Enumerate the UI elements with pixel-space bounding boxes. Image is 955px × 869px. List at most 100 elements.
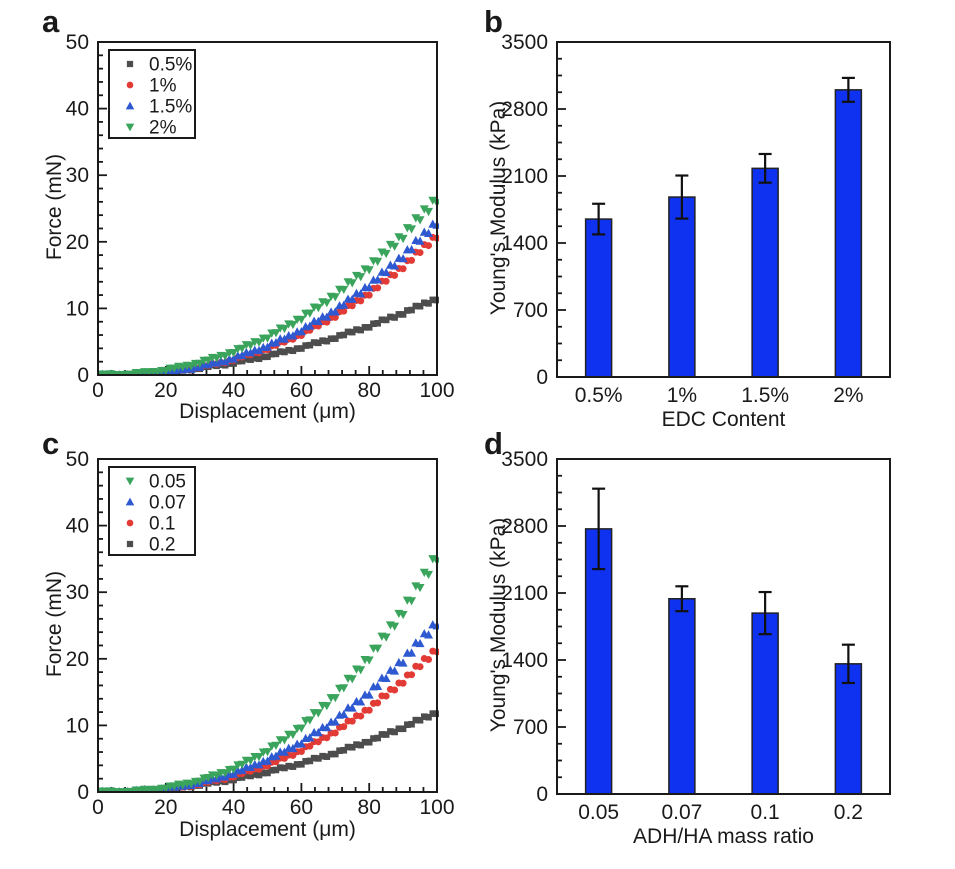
triangle-up-marker <box>407 648 417 657</box>
triangle-up-marker <box>246 762 256 772</box>
y-tick-label: 10 <box>66 297 89 320</box>
legend-label: 2% <box>149 118 177 139</box>
triangle-up-marker <box>305 733 315 742</box>
square-marker <box>391 314 398 321</box>
y-tick-label: 2100 <box>501 582 548 605</box>
square-marker <box>395 311 403 318</box>
bar-1.5% <box>751 167 779 378</box>
triangle-up-marker <box>390 666 400 675</box>
square-marker <box>251 771 259 778</box>
triangle-down-marker <box>339 684 349 693</box>
legend-label: 0.5% <box>149 55 192 76</box>
panel-d-yaxis-title: Young's Modulus (kPa) <box>487 517 510 733</box>
square-marker <box>285 762 292 770</box>
circle-marker <box>408 671 416 679</box>
circle-marker <box>374 699 382 707</box>
square-marker <box>429 296 437 304</box>
circle-marker <box>306 742 314 750</box>
circle-marker <box>348 717 356 725</box>
square-marker <box>357 741 365 749</box>
triangle-up-marker <box>246 348 256 357</box>
triangle-up-marker <box>305 321 315 330</box>
square-marker <box>404 307 411 314</box>
x-tick-label: 100 <box>419 379 454 402</box>
square-marker <box>234 357 242 365</box>
square-marker <box>357 326 365 334</box>
triangle-down-marker <box>305 309 315 318</box>
square-marker <box>259 353 267 361</box>
triangle-up-marker <box>424 228 434 237</box>
square-marker <box>319 337 326 344</box>
square-marker <box>285 346 292 354</box>
square-marker <box>382 316 390 324</box>
square-marker <box>276 348 284 355</box>
legend-box <box>108 466 196 556</box>
square-marker <box>323 753 331 760</box>
triangle-down-marker <box>288 320 298 330</box>
y-tick-label: 700 <box>513 716 548 739</box>
square-marker <box>255 355 263 363</box>
circle-marker <box>425 242 433 250</box>
circle-marker <box>382 692 390 700</box>
x-tick-label: 100 <box>419 796 454 819</box>
square-marker <box>247 356 254 363</box>
square-marker <box>416 302 424 310</box>
bar-2% <box>834 89 863 378</box>
square-marker <box>298 345 305 352</box>
square-marker <box>251 354 259 362</box>
panel-b-yaxis-title: Young's Modulus (kPa) <box>487 100 510 316</box>
square-marker <box>247 772 254 780</box>
error-bar <box>675 174 689 220</box>
triangle-down-marker <box>390 242 400 251</box>
x-tick-label: 40 <box>222 796 245 819</box>
panel-b-letter: b <box>484 4 503 39</box>
circle-marker <box>399 679 407 687</box>
triangle-up-marker <box>356 697 366 706</box>
triangle-up-marker <box>415 236 425 245</box>
triangle-up-marker <box>254 760 264 769</box>
category-label: 0.2 <box>834 801 863 824</box>
triangle-down-marker <box>381 249 391 259</box>
square-marker <box>374 734 381 742</box>
plot-frame <box>556 41 891 378</box>
triangle-down-marker <box>428 196 438 205</box>
square-marker <box>353 326 360 333</box>
category-label: 0.5% <box>575 384 623 407</box>
triangle-down-marker <box>246 341 256 350</box>
circle-marker <box>340 723 348 731</box>
circle-marker <box>357 297 365 305</box>
square-marker <box>238 774 246 781</box>
triangle-down-marker <box>373 257 383 266</box>
y-tick-label: 0 <box>536 366 548 389</box>
triangle-down-marker <box>415 583 425 593</box>
triangle-down-marker <box>195 777 205 786</box>
circle-marker <box>323 734 331 742</box>
square-marker <box>272 350 280 358</box>
y-tick-label: 30 <box>66 581 89 604</box>
triangle-up-marker <box>279 334 289 343</box>
panel-a-yaxis-title: Force (mN) <box>43 153 66 261</box>
triangle-down-marker <box>125 123 135 132</box>
square-marker <box>365 324 373 331</box>
square-marker <box>327 335 335 343</box>
error-bar <box>758 152 772 184</box>
triangle-down-marker <box>305 716 315 725</box>
error-bar <box>841 643 855 685</box>
circle-marker <box>365 291 373 299</box>
square-marker <box>387 728 394 735</box>
triangle-up-marker <box>347 703 357 712</box>
y-tick-label: 20 <box>66 231 89 254</box>
x-axis: 0 20 40 60 80 100 <box>92 783 455 819</box>
panel-c-yaxis-title: Force (mN) <box>43 570 66 678</box>
y-tick-label: 0 <box>77 364 89 387</box>
square-marker <box>408 720 415 728</box>
square-marker <box>412 716 420 724</box>
triangle-down-marker <box>398 234 408 244</box>
square-marker <box>306 757 314 765</box>
triangle-down-marker <box>313 304 323 313</box>
y-tick-label: 3500 <box>501 31 548 54</box>
triangle-down-marker <box>279 736 289 745</box>
circle-marker <box>348 302 356 310</box>
